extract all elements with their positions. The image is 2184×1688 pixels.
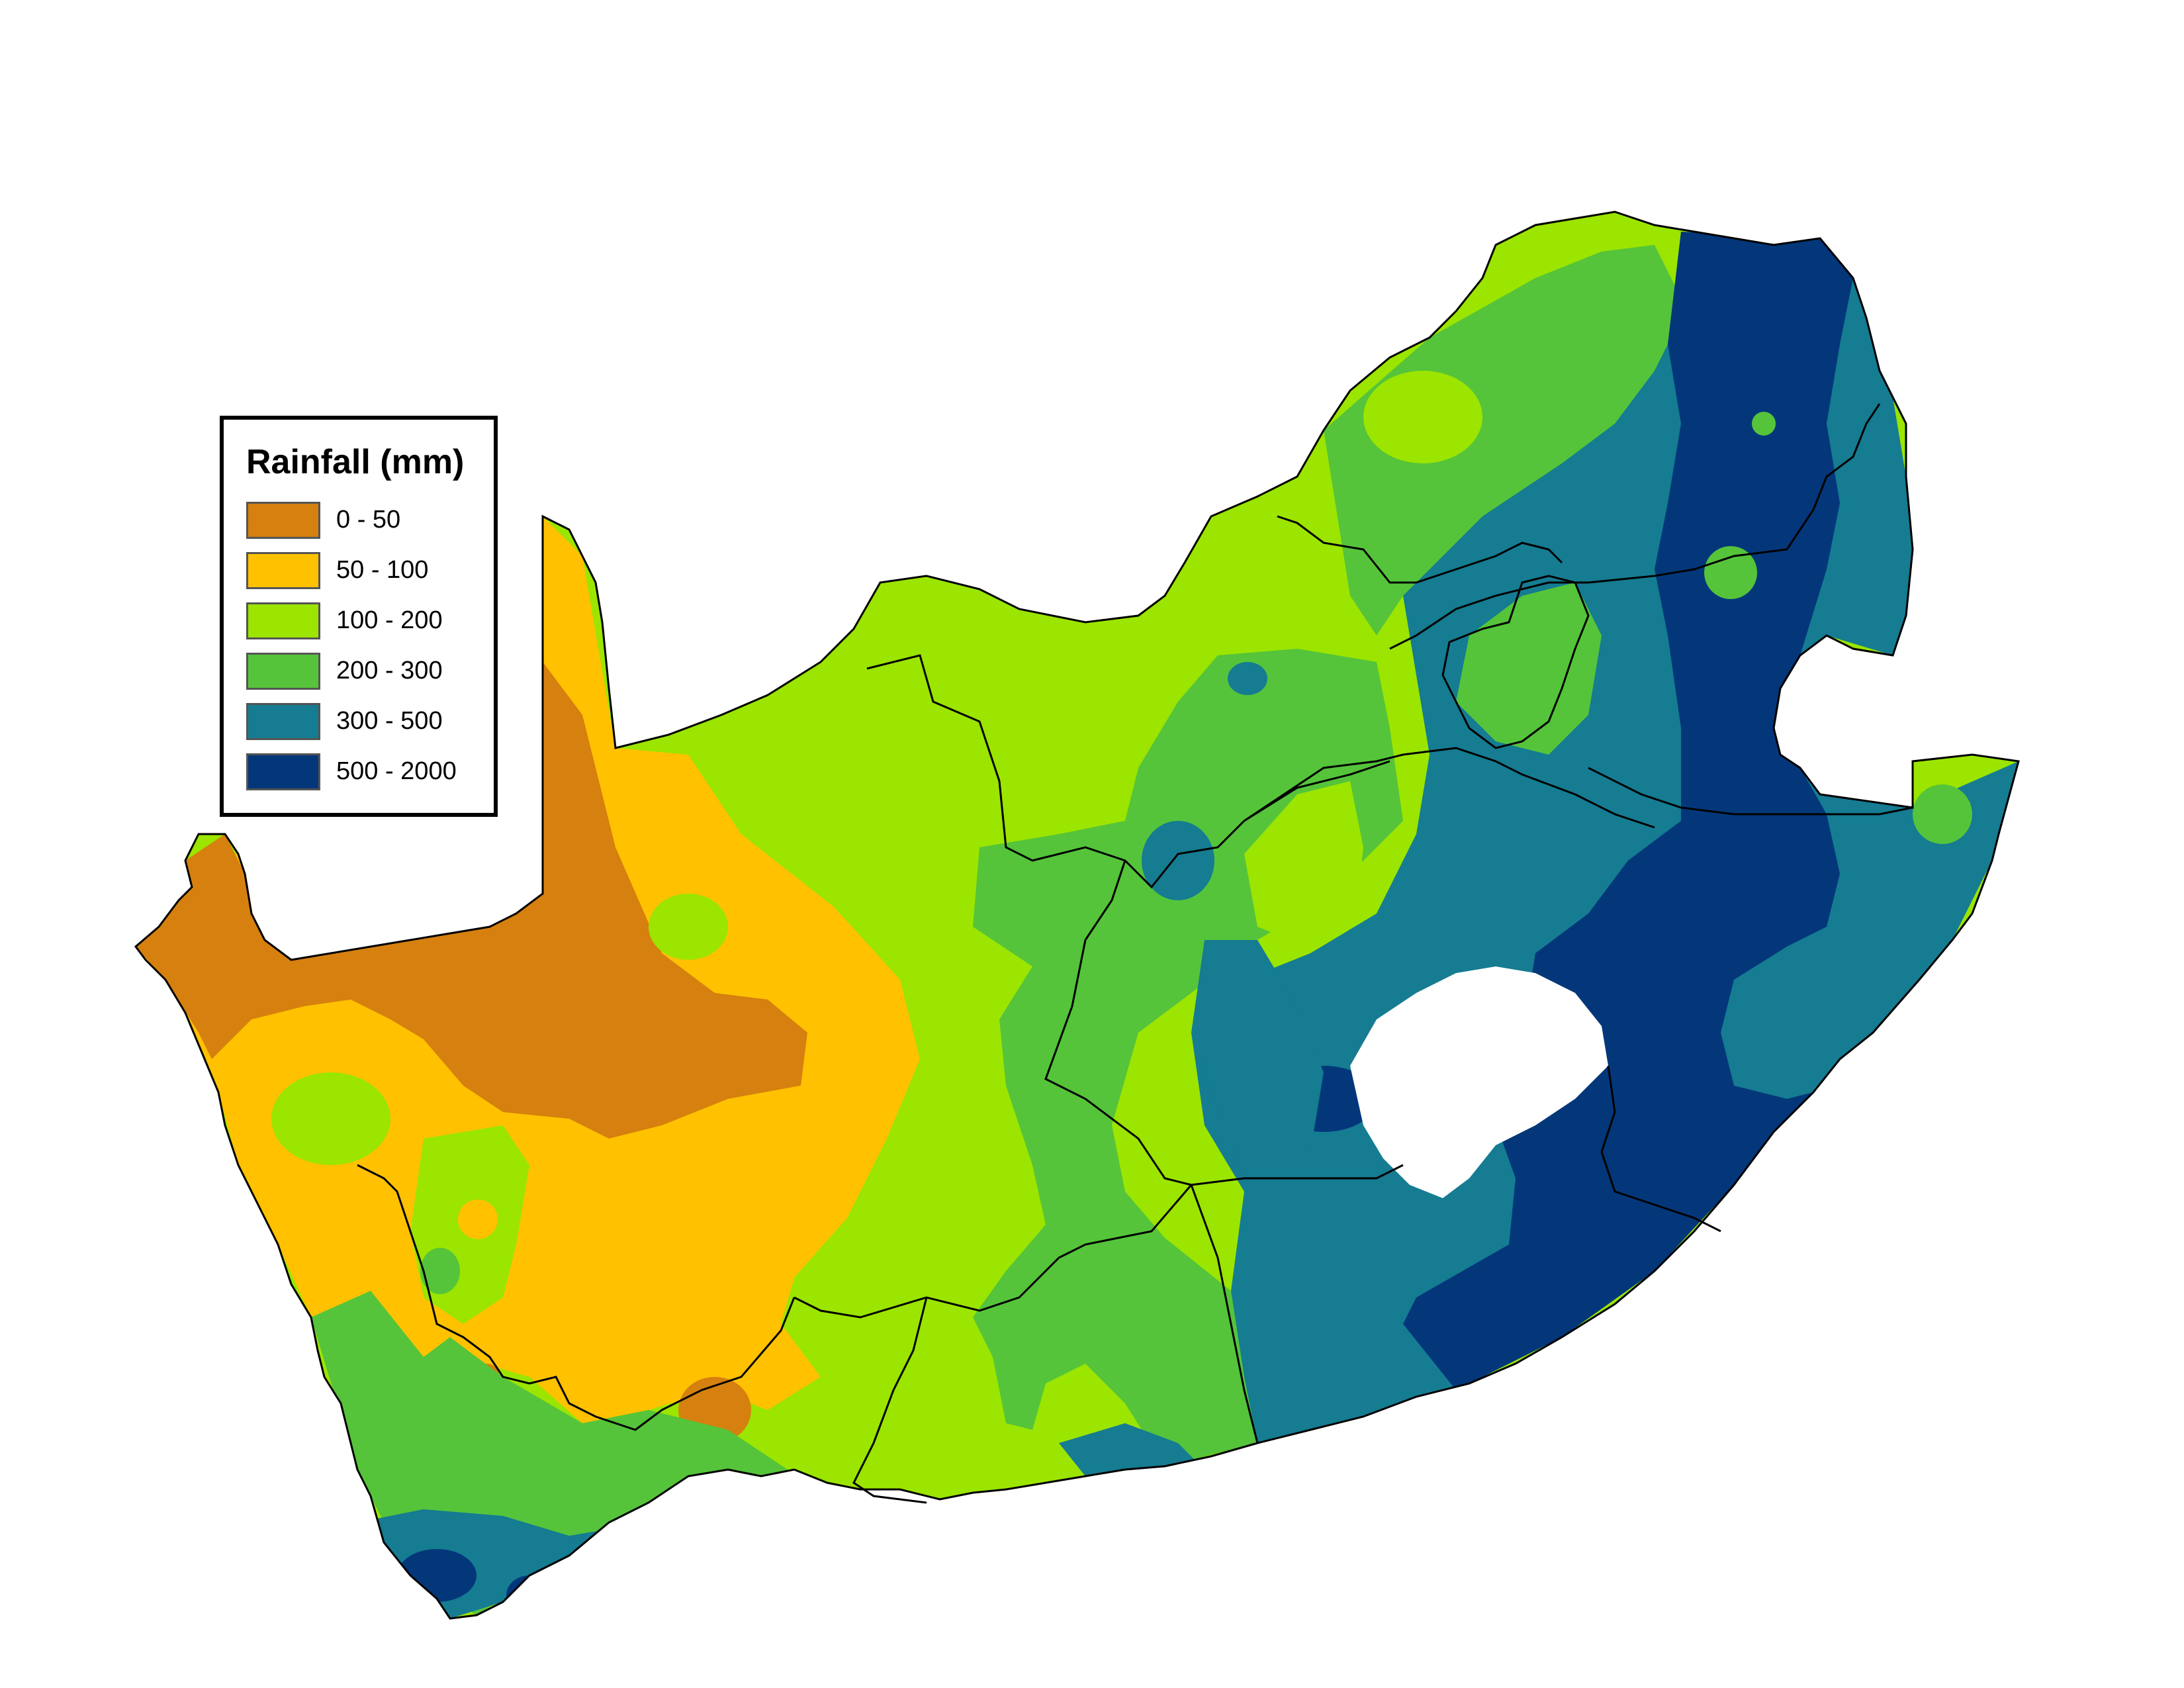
border-northern-cape-eastern-cape: [794, 1184, 1193, 1319]
zone-500-2000-patch-cape-3: [397, 1549, 477, 1602]
legend-swatch: [246, 653, 320, 690]
legend-label: 300 - 500: [336, 707, 443, 735]
zone-200-300-patch-kzn: [1913, 784, 1972, 844]
zone-500-2000-patch-cape-4: [506, 1575, 553, 1615]
border-limpopo-north-west: [1277, 515, 1563, 584]
legend-label: 500 - 2000: [336, 757, 457, 785]
legend-swatch: [246, 753, 320, 790]
border-northern-cape-free-state: [1044, 860, 1192, 1186]
legend-swatch: [246, 703, 320, 740]
border-mpumalanga-swaziland: [1786, 403, 1881, 550]
border-eastern-cape-south: [1190, 1184, 1259, 1444]
border-free-state-gauteng-mpumalanga: [1244, 747, 1655, 829]
border-western-cape-northern-cape: [357, 1164, 796, 1431]
zone-500-2000-patch-south-coast: [807, 1552, 860, 1585]
zone-200-300-northeast: [1324, 245, 1681, 635]
zone-300-500-patch-center: [1142, 821, 1214, 900]
border-limpopo-mpumalanga: [1389, 548, 1788, 650]
zone-100-200-patch-ne: [1363, 371, 1482, 463]
border-western-cape-eastern-cape: [852, 1297, 928, 1504]
coastline: [134, 211, 2020, 1620]
border-gauteng: [1441, 575, 1590, 749]
zone-100-200-patch-west: [271, 1072, 390, 1165]
legend-swatch: [246, 552, 320, 589]
border-free-state-eastern-cape: [1191, 1164, 1404, 1186]
zone-100-200-patch-north: [649, 894, 728, 960]
zone-300-500-patch-north: [1228, 662, 1267, 695]
zone-300-500-south-coast: [1059, 1423, 1205, 1476]
lesotho-area: [1350, 966, 1608, 1198]
legend-title: Rainfall (mm): [246, 443, 465, 481]
zone-200-300-patch-far-west: [420, 1248, 460, 1294]
legend-swatch: [246, 502, 320, 539]
legend-label: 200 - 300: [336, 657, 443, 684]
border-eastern-cape-kzn: [1600, 1065, 1721, 1233]
legend: Rainfall (mm) 0 - 50 50 - 100 100 - 200 …: [220, 416, 498, 817]
legend-swatch: [246, 602, 320, 639]
zone-300-500-mid-patch: [1191, 940, 1324, 1178]
zone-100-200-central-patch: [1244, 781, 1363, 953]
legend-label: 100 - 200: [336, 606, 443, 634]
legend-label: 0 - 50: [336, 506, 401, 534]
province-boundaries: [357, 403, 1913, 1504]
zone-200-300-patch-mpumalanga: [1704, 546, 1757, 599]
zone-0-50-north: [136, 662, 807, 1139]
legend-label: 50 - 100: [336, 556, 429, 584]
border-mpumalanga-kzn: [1588, 767, 1913, 816]
zone-200-300-patch-limpopo: [1752, 412, 1776, 436]
zone-50-100-patch-center: [458, 1199, 498, 1239]
